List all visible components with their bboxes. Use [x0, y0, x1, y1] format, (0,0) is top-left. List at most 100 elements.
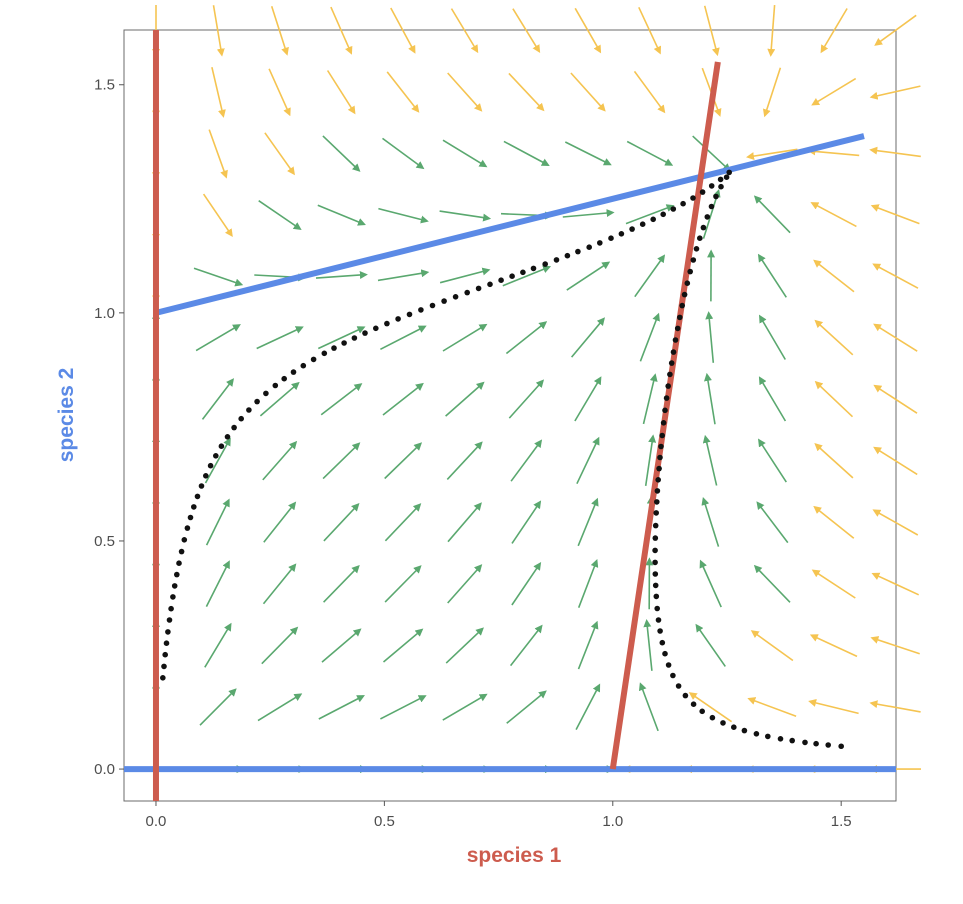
- field-arrow: [688, 692, 733, 723]
- field-arrow: [204, 437, 231, 484]
- field-arrow: [382, 137, 425, 170]
- field-arrow: [446, 441, 483, 480]
- trajectory-point: [665, 383, 671, 389]
- field-arrow: [807, 147, 860, 157]
- field-arrow: [380, 695, 427, 720]
- field-arrow: [202, 193, 233, 238]
- trajectory-point: [765, 733, 771, 740]
- field-arrow: [509, 624, 543, 667]
- trajectory-point: [310, 356, 317, 363]
- trajectory-point: [657, 454, 663, 461]
- field-arrow: [871, 572, 920, 596]
- trajectory-point: [741, 727, 748, 734]
- field-arrow: [575, 683, 601, 730]
- trajectory-point: [718, 183, 724, 190]
- trajectory-point: [652, 522, 659, 529]
- field-arrow: [643, 619, 653, 671]
- field-arrow: [439, 267, 491, 284]
- trajectory-point: [667, 371, 673, 378]
- field-arrow: [633, 70, 666, 114]
- trajectory-point: [198, 483, 205, 489]
- field-arrow: [746, 148, 798, 161]
- x-axis-title: species 1: [467, 844, 562, 867]
- field-arrow: [384, 565, 422, 603]
- trajectory-point: [653, 593, 660, 600]
- trajectory-point: [656, 465, 662, 472]
- axes: 0.0 0.5 1.0 1.5 0.0 0.5 1.0 1.5: [94, 77, 851, 830]
- field-arrow: [510, 439, 543, 482]
- field-arrow: [317, 326, 366, 350]
- field-arrow: [705, 311, 715, 363]
- trajectory-point: [838, 743, 844, 750]
- field-arrow: [570, 72, 606, 112]
- field-arrow: [811, 77, 857, 106]
- trajectory-point: [655, 477, 661, 483]
- field-arrow: [870, 204, 920, 225]
- trajectory-point: [652, 559, 658, 566]
- trajectory-point: [690, 257, 697, 263]
- field-arrow: [315, 271, 368, 280]
- x-tick-label: 1.0: [602, 813, 623, 830]
- trajectory-point: [629, 226, 635, 232]
- field-arrow: [508, 379, 545, 419]
- field-arrow: [810, 202, 857, 228]
- field-arrow: [813, 505, 855, 539]
- trajectory-point: [655, 617, 662, 623]
- field-arrow: [330, 6, 353, 55]
- trajectory-point: [542, 261, 548, 267]
- trajectory-point: [652, 535, 659, 541]
- field-arrow: [809, 634, 858, 658]
- trajectory-point: [699, 708, 705, 715]
- trajectory-point: [165, 629, 171, 635]
- field-arrow: [320, 383, 363, 416]
- trajectory-point: [184, 525, 191, 531]
- field-arrow: [695, 623, 726, 667]
- trajectory-point: [674, 325, 681, 332]
- trajectory-point: [162, 651, 168, 658]
- field-arrow: [564, 141, 612, 166]
- trajectory-point: [597, 240, 603, 246]
- field-arrow: [577, 559, 599, 608]
- trajectory-point: [384, 320, 390, 327]
- field-arrow: [205, 560, 230, 607]
- trajectory-point: [163, 640, 170, 646]
- trajectory-point: [802, 739, 808, 746]
- field-arrow: [574, 7, 602, 54]
- trajectory-point: [160, 675, 166, 681]
- trajectory-point: [704, 214, 711, 220]
- field-arrow: [703, 5, 720, 57]
- trajectory-point: [690, 701, 697, 707]
- field-arrow: [505, 321, 548, 355]
- field-arrow: [382, 628, 424, 663]
- trajectory-point: [207, 462, 214, 469]
- field-arrow: [208, 129, 228, 179]
- field-arrow: [204, 622, 232, 668]
- field-arrow: [447, 72, 483, 112]
- field-arrow: [384, 442, 423, 480]
- field-arrow: [873, 384, 918, 414]
- field-arrow: [767, 5, 776, 57]
- trajectory-point: [290, 369, 297, 375]
- trajectory-point: [176, 560, 182, 566]
- trajectory-point: [662, 407, 668, 414]
- field-arrow: [576, 436, 600, 485]
- trajectory-point: [684, 280, 691, 287]
- trajectory-point: [281, 375, 288, 382]
- field-arrow: [625, 204, 675, 225]
- field-arrow: [750, 630, 794, 662]
- field-arrow: [814, 380, 854, 418]
- trajectory-point: [654, 488, 661, 494]
- field-arrow: [442, 139, 488, 168]
- field-arrow: [808, 699, 859, 715]
- field-arrow: [814, 443, 854, 479]
- trajectory-point: [700, 224, 707, 231]
- trajectory-point: [351, 335, 358, 341]
- trajectory-point: [224, 434, 231, 440]
- trajectory-point: [203, 473, 209, 479]
- field-arrow: [450, 8, 479, 54]
- trajectory-point: [178, 548, 185, 555]
- field-arrow: [753, 195, 791, 234]
- trajectory-point: [670, 349, 677, 355]
- trajectory-point: [687, 268, 693, 275]
- x-tick-label: 1.5: [831, 813, 852, 830]
